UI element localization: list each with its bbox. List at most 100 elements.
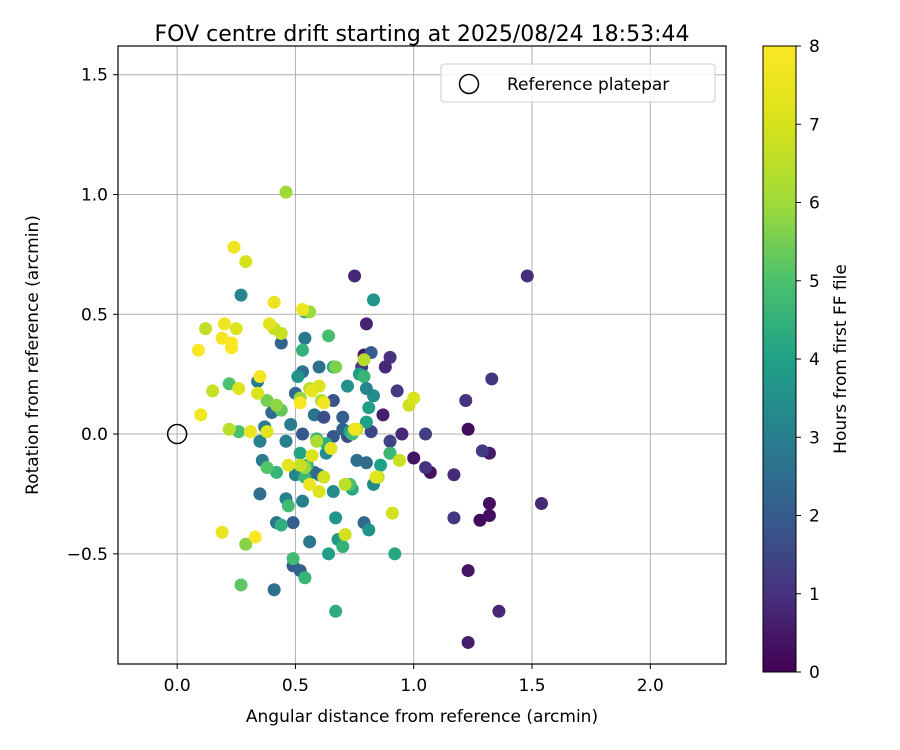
scatter-point xyxy=(357,370,371,384)
scatter-point xyxy=(229,322,243,336)
scatter-point xyxy=(350,453,364,467)
scatter-point xyxy=(340,379,354,393)
scatter-point xyxy=(262,317,276,331)
scatter-point xyxy=(475,444,489,458)
scatter-point xyxy=(461,635,475,649)
scatter-point xyxy=(312,360,326,374)
scatter-point xyxy=(286,516,300,530)
scatter-point xyxy=(395,427,409,441)
scatter-point xyxy=(296,343,310,357)
scatter-point xyxy=(293,458,307,472)
scatter-point xyxy=(376,408,390,422)
scatter-point xyxy=(447,468,461,482)
scatter-point xyxy=(390,384,404,398)
plot-frame xyxy=(117,45,727,665)
scatter-point xyxy=(383,446,397,460)
scatter-point xyxy=(296,494,310,508)
scatter-point xyxy=(267,583,281,597)
scatter-point xyxy=(324,441,338,455)
y-tick-label: 1.0 xyxy=(81,186,108,206)
scatter-point xyxy=(336,540,350,554)
x-tick-label: 2.0 xyxy=(637,676,664,696)
colorbar-tick-label: 1 xyxy=(809,585,820,605)
grid xyxy=(118,46,726,664)
colorbar-tick-label: 7 xyxy=(809,115,820,135)
scatter-point xyxy=(374,458,388,472)
scatter-point xyxy=(485,372,499,386)
colorbar-tick-label: 3 xyxy=(809,428,820,448)
scatter-point xyxy=(359,317,373,331)
scatter-point xyxy=(293,396,307,410)
scatter-point xyxy=(357,353,371,367)
colorbar-label: Hours from first FF file xyxy=(831,264,851,454)
scatter-point xyxy=(227,240,241,254)
scatter-point xyxy=(293,446,307,460)
colorbar-tick-label: 2 xyxy=(809,507,820,527)
scatter-point xyxy=(234,288,248,302)
colorbar xyxy=(762,45,797,673)
scatter-point xyxy=(310,434,324,448)
scatter-point xyxy=(253,370,267,384)
legend-box xyxy=(440,63,716,103)
scatter-point xyxy=(232,382,246,396)
scatter-point xyxy=(383,434,397,448)
scatter-point xyxy=(329,360,343,374)
scatter-point xyxy=(303,535,317,549)
scatter-point xyxy=(251,386,265,400)
scatter-point xyxy=(225,336,239,350)
legend: Reference platepar xyxy=(440,63,716,103)
scatter-point xyxy=(534,497,548,511)
scatter-point xyxy=(303,477,317,491)
scatter-point xyxy=(364,425,378,439)
scatter-point xyxy=(407,391,421,405)
x-tick-label: 1.5 xyxy=(518,676,545,696)
x-axis-ticks: 0.0 0.5 1.0 1.5 2.0 xyxy=(164,664,664,696)
scatter-point xyxy=(326,485,340,499)
scatter-point xyxy=(492,604,506,618)
y-tick-label: 1.5 xyxy=(81,66,108,86)
scatter-point xyxy=(222,422,236,436)
scatter-point xyxy=(281,499,295,513)
y-axis-ticks: −0.5 0.0 0.5 1.0 1.5 xyxy=(67,66,118,565)
scatter-point xyxy=(253,434,267,448)
scatter-point xyxy=(291,370,305,384)
scatter-point xyxy=(329,604,343,618)
scatter-point xyxy=(348,269,362,283)
legend-label: Reference platepar xyxy=(507,75,669,95)
scatter-point xyxy=(322,329,336,343)
colorbar-tick-label: 0 xyxy=(809,663,820,683)
scatter-point xyxy=(369,470,383,484)
scatter-point xyxy=(217,317,231,331)
x-tick-label: 0.5 xyxy=(282,676,309,696)
colorbar-ticks: 0 1 2 3 4 5 6 7 8 xyxy=(796,37,820,683)
colorbar-tick-label: 5 xyxy=(809,272,820,292)
scatter-point xyxy=(419,461,433,475)
scatter-point xyxy=(296,427,310,441)
scatter-point xyxy=(383,350,397,364)
scatter-point xyxy=(419,427,433,441)
scatter-point xyxy=(270,398,284,412)
scatter-point xyxy=(260,461,274,475)
scatter-point xyxy=(281,458,295,472)
scatter-point xyxy=(234,578,248,592)
scatter-point xyxy=(279,434,293,448)
scatter-point xyxy=(367,293,381,307)
scatter-point xyxy=(206,384,220,398)
scatter-point xyxy=(248,530,262,544)
scatter-point xyxy=(317,396,331,410)
scatter-point xyxy=(473,513,487,527)
scatter-point xyxy=(393,453,407,467)
scatter-point xyxy=(274,518,288,532)
scatter-point xyxy=(305,449,319,463)
scatter-point xyxy=(362,523,376,537)
scatter-point xyxy=(286,552,300,566)
colorbar-tick-label: 6 xyxy=(809,194,820,214)
scatter-point xyxy=(336,410,350,424)
scatter-point xyxy=(305,384,319,398)
x-tick-label: 1.0 xyxy=(400,676,427,696)
scatter-point xyxy=(239,255,253,269)
scatter-point xyxy=(338,528,352,542)
scatter-point xyxy=(520,269,534,283)
reference-platepar-marker xyxy=(166,423,188,445)
scatter-point xyxy=(243,425,257,439)
